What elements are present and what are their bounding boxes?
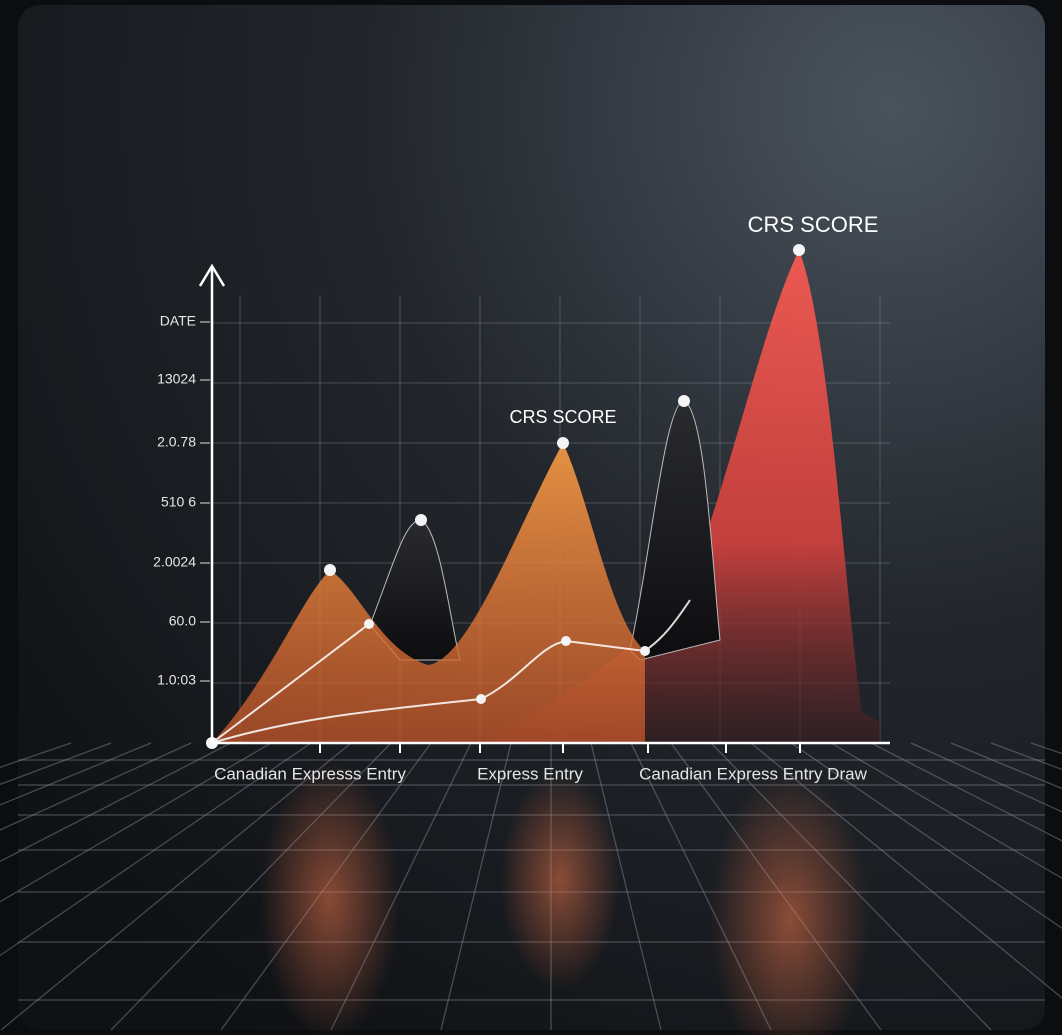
- point: [640, 646, 650, 656]
- floor-line: [590, 742, 662, 1031]
- reflection: [710, 770, 870, 1035]
- floor-line: [910, 742, 1062, 813]
- area: [480, 250, 880, 743]
- point: [476, 694, 486, 704]
- point: [324, 564, 336, 576]
- floor-line: [440, 742, 512, 1031]
- floor-line: [0, 742, 192, 831]
- floor-line: [0, 742, 232, 863]
- y-axis-label: 2.0024: [153, 554, 196, 570]
- area: [212, 443, 645, 743]
- floor-line: [870, 742, 1062, 842]
- y-axis-label: DATE: [160, 313, 196, 329]
- points: [206, 244, 805, 749]
- floor-line: [0, 742, 152, 806]
- y-axis-label: 60.0: [169, 613, 196, 629]
- point: [557, 437, 569, 449]
- point: [678, 395, 690, 407]
- line: [211, 599, 691, 744]
- annotation: CRS SCORE: [748, 212, 879, 237]
- y-axis-label: 1.0:03: [157, 672, 196, 688]
- floor-line: [790, 742, 1062, 929]
- y-axis-label: 13024: [157, 371, 196, 387]
- reflection: [260, 760, 400, 1035]
- floor-line: [0, 742, 272, 903]
- point: [364, 619, 374, 629]
- point: [561, 636, 571, 646]
- y-axis-label: 2.0.78: [157, 434, 196, 450]
- reflection: [500, 770, 620, 990]
- x-axis-label: Canadian Expresss Entry: [214, 764, 406, 783]
- floor-line: [830, 742, 1062, 880]
- point: [415, 514, 427, 526]
- axis-arrow: [198, 263, 226, 287]
- labels: DATE 13024 2.0.78 510 6 2.0024 60.0 1.0:03 Cana…: [153, 313, 867, 784]
- floor-line: [0, 742, 312, 957]
- x-axis-label: Canadian Express Entry Draw: [639, 764, 867, 783]
- annotation: CRS SCORE: [509, 407, 616, 427]
- y-axis-label: 510 6: [161, 494, 196, 510]
- x-axis-label: Express Entry: [477, 764, 583, 783]
- point: [793, 244, 805, 256]
